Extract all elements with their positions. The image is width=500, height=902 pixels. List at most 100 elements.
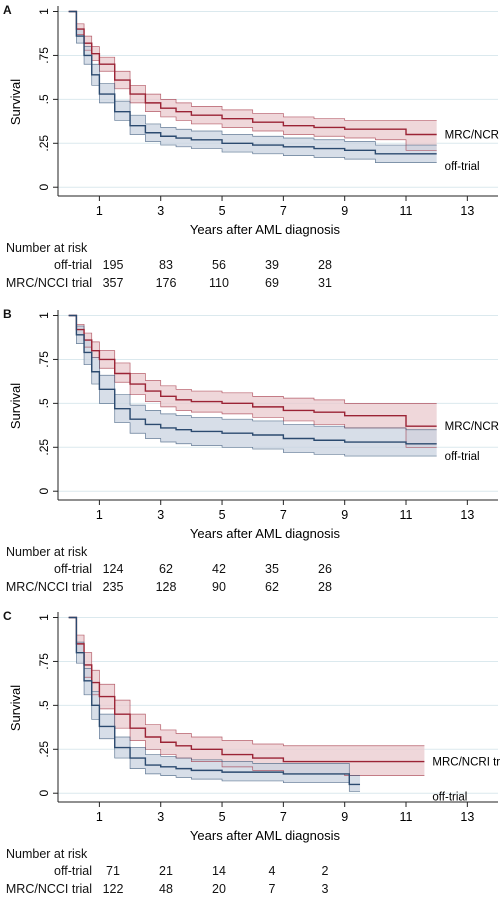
- x-tick-label: 5: [219, 810, 226, 824]
- survival-curve: [68, 10, 437, 155]
- x-tick-label: 7: [280, 810, 287, 824]
- risk-value: 39: [265, 258, 279, 272]
- confidence-band: [68, 617, 425, 776]
- y-tick-label: 0: [37, 790, 51, 797]
- series-label: off-trial: [445, 451, 480, 463]
- risk-value: 357: [102, 276, 124, 290]
- x-axis-label: Years after AML diagnosis: [190, 828, 341, 843]
- x-tick-label: 3: [157, 204, 164, 218]
- x-tick-label: 9: [341, 204, 348, 218]
- risk-value: 28: [318, 580, 332, 594]
- survival-curve: [68, 314, 437, 427]
- series-label: off-trial: [432, 791, 467, 803]
- risk-value: 71: [106, 864, 120, 878]
- risk-row-off-trial: off-trial 124 62 42 35 26: [0, 562, 500, 578]
- x-tick-label: 13: [460, 508, 474, 522]
- x-tick-label: 11: [400, 508, 413, 522]
- confidence-band: [68, 617, 361, 792]
- x-tick-label: 1: [96, 810, 103, 824]
- risk-value: 26: [318, 562, 332, 576]
- risk-value: 4: [268, 864, 276, 878]
- survival-curve: [68, 10, 437, 136]
- y-tick-label: .5: [37, 700, 51, 710]
- y-axis-label: Survival: [8, 79, 23, 125]
- y-tick-label: 1: [37, 8, 51, 15]
- risk-row-label: off-trial: [54, 258, 92, 272]
- y-axis-label: Survival: [8, 685, 23, 731]
- risk-row-trial: MRC/NCCI trial 122 48 20 7 3: [0, 882, 500, 898]
- x-tick-label: 13: [460, 810, 474, 824]
- y-tick-label: 1: [37, 614, 51, 621]
- risk-value: 90: [212, 580, 226, 594]
- panel-letter: A: [3, 3, 12, 17]
- x-tick-label: 7: [280, 508, 287, 522]
- risk-table-b: Number at risk off-trial 124 62 42 35 26…: [0, 544, 500, 600]
- risk-value: 176: [155, 276, 177, 290]
- risk-value: 31: [318, 276, 332, 290]
- y-tick-label: 1: [37, 312, 51, 319]
- x-tick-label: 9: [341, 810, 348, 824]
- risk-value: 20: [212, 882, 226, 896]
- risk-row-off-trial: off-trial 71 21 14 4 2: [0, 864, 500, 880]
- ci-upper-line: [68, 617, 425, 747]
- x-tick-label: 7: [280, 204, 287, 218]
- risk-value: 128: [155, 580, 177, 594]
- risk-value: 110: [209, 276, 229, 290]
- risk-value: 48: [159, 882, 173, 896]
- risk-value: 42: [212, 562, 226, 576]
- risk-value: 69: [265, 276, 279, 290]
- risk-value: 2: [321, 864, 329, 878]
- risk-value: 83: [159, 258, 173, 272]
- y-tick-label: .5: [37, 398, 51, 408]
- risk-row-label: MRC/NCCI trial: [5, 276, 92, 290]
- risk-value: 56: [212, 258, 226, 272]
- series-label: MRC/NCRI trial: [445, 130, 500, 142]
- y-tick-label: .25: [37, 135, 51, 152]
- survival-panel-a: A 0.25.5.75 1 1 3 5 7 9 11 13 Survival Years after…: [0, 0, 500, 296]
- risk-value: 62: [265, 580, 279, 594]
- risk-table-c: Number at risk off-trial 71 21 14 4 2 MR…: [0, 846, 500, 902]
- series-label: MRC/NCRI trial: [432, 757, 500, 769]
- y-tick-label: .25: [37, 741, 51, 758]
- risk-value: 35: [265, 562, 279, 576]
- series-label: MRC/NCRI trial: [445, 421, 500, 433]
- y-tick-label: .25: [37, 439, 51, 456]
- survival-curve: [68, 314, 437, 445]
- x-axis-label: Years after AML diagnosis: [190, 222, 341, 237]
- risk-value: 235: [102, 580, 124, 594]
- risk-row-label: off-trial: [54, 864, 92, 878]
- risk-value: 7: [268, 882, 276, 896]
- y-tick-label: .75: [37, 47, 51, 64]
- survival-curve: [68, 616, 361, 786]
- risk-table-title: Number at risk: [6, 847, 88, 861]
- risk-table-a: Number at risk off-trial 195 83 56 39 28…: [0, 240, 500, 296]
- risk-row-label: off-trial: [54, 562, 92, 576]
- x-tick-label: 5: [219, 204, 226, 218]
- confidence-band: [68, 315, 437, 457]
- risk-row-trial: MRC/NCCI trial 235 128 90 62 28: [0, 580, 500, 596]
- x-tick-label: 3: [157, 508, 164, 522]
- ci-upper-line: [68, 11, 437, 121]
- survival-curve: [68, 616, 425, 763]
- risk-value: 195: [102, 258, 124, 272]
- x-tick-label: 11: [400, 810, 413, 824]
- y-tick-label: 0: [37, 488, 51, 495]
- risk-value: 62: [159, 562, 173, 576]
- x-tick-label: 13: [460, 204, 474, 218]
- ci-lower-line: [68, 315, 437, 457]
- y-tick-label: .75: [37, 653, 51, 670]
- risk-value: 124: [102, 562, 124, 576]
- risk-row-label: MRC/NCCI trial: [5, 580, 92, 594]
- y-tick-label: 0: [37, 184, 51, 191]
- risk-row-off-trial: off-trial 195 83 56 39 28: [0, 258, 500, 274]
- ci-lower-line: [68, 11, 437, 163]
- x-tick-label: 3: [157, 810, 164, 824]
- y-axis-label: Survival: [8, 383, 23, 429]
- x-tick-label: 1: [96, 204, 103, 218]
- risk-table-title: Number at risk: [6, 545, 88, 559]
- risk-table-title: Number at risk: [6, 241, 88, 255]
- risk-value: 122: [102, 882, 124, 896]
